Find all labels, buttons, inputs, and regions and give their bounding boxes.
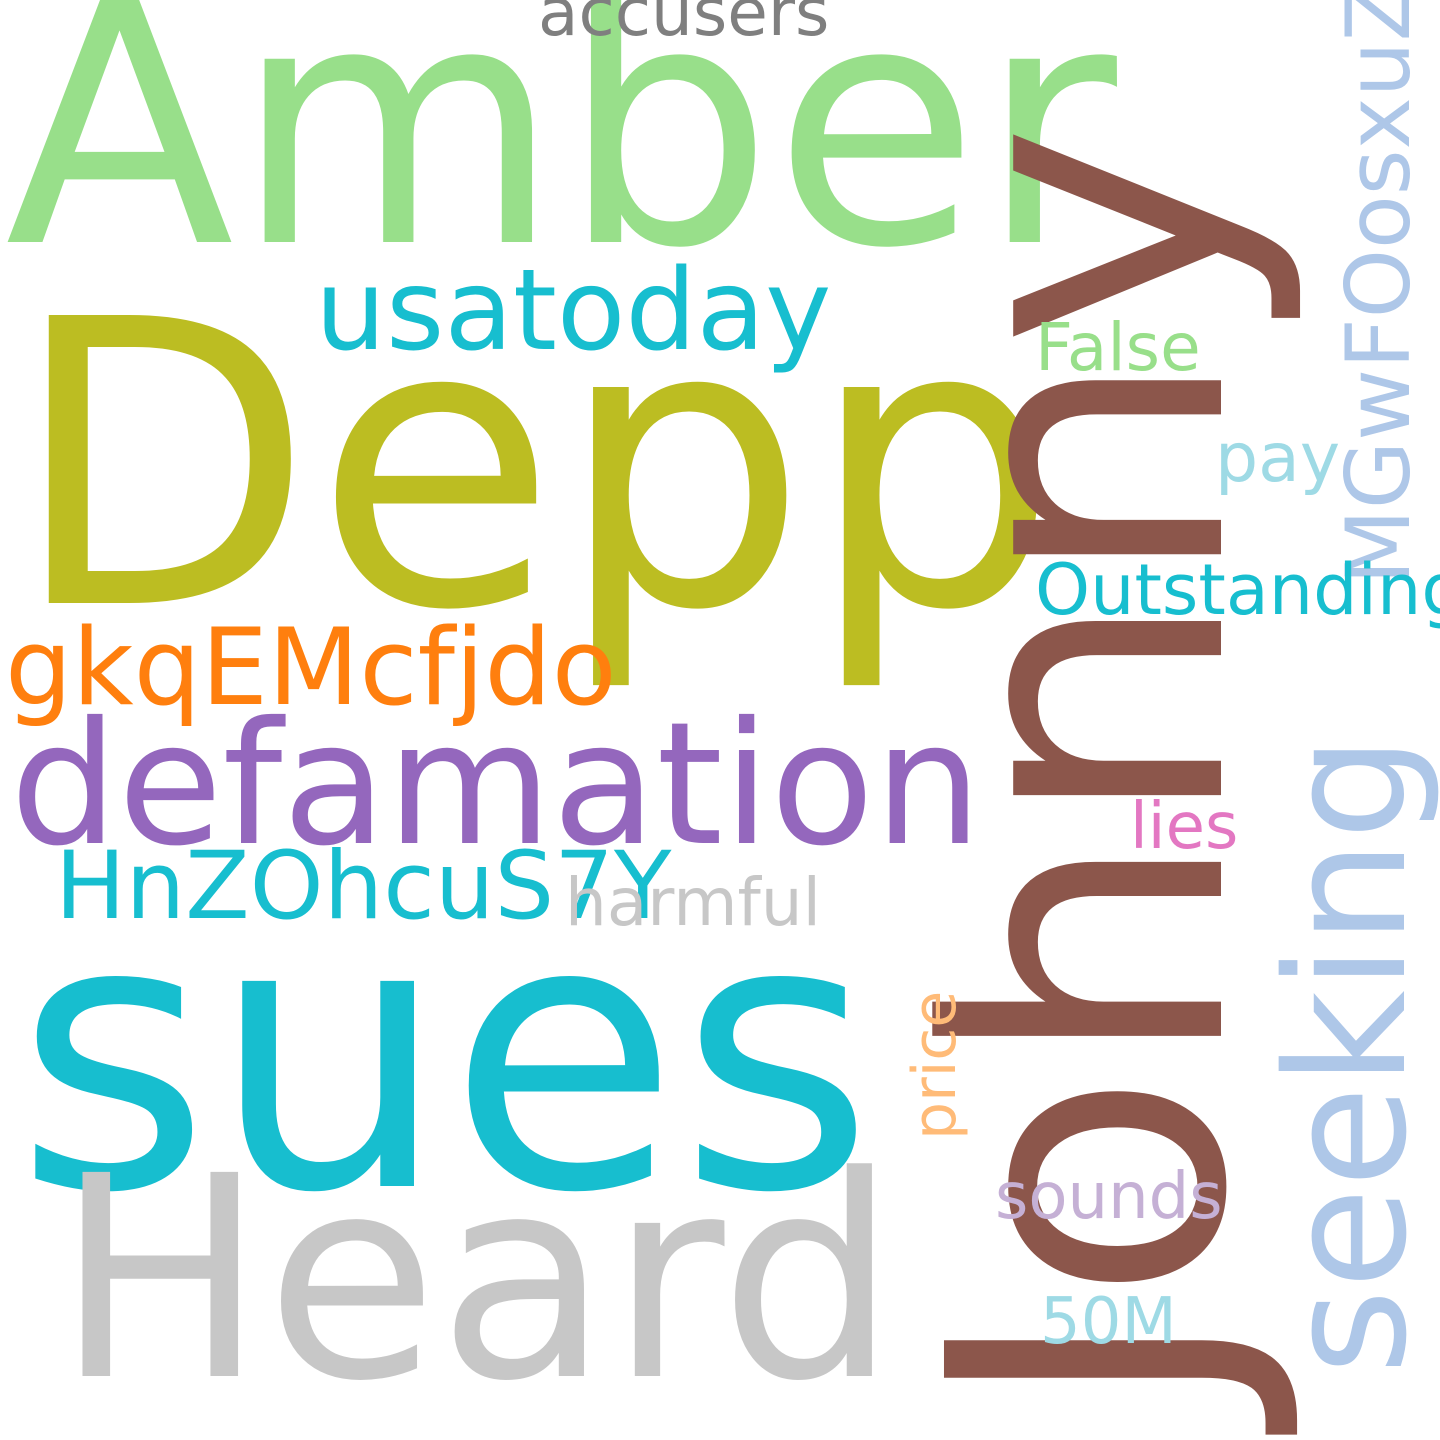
word-harmful: harmful: [565, 864, 821, 941]
word-defamation: defamation: [10, 686, 982, 884]
word-usatoday: usatoday: [315, 246, 832, 376]
word-depp: Depp: [10, 237, 1059, 697]
word-heard: Heard: [55, 1117, 898, 1440]
word-accusers: accusers: [538, 0, 830, 51]
word-pay: pay: [1215, 419, 1341, 498]
word-outstanding: Outstanding: [1035, 549, 1440, 631]
word-seeking: seeking: [1251, 735, 1440, 1375]
word-amber: Amber: [5, 0, 1117, 322]
word-50m: 50M: [1040, 1285, 1177, 1359]
word-price: price: [900, 990, 970, 1140]
word-sounds: sounds: [995, 1160, 1223, 1234]
word-gkqemcfjdo: gkqEMcfjdo: [5, 606, 617, 729]
word-false: False: [1035, 309, 1201, 386]
word-lies: lies: [1130, 790, 1239, 864]
word-mgwfoosxuz: MGwFOosxuZ: [1327, 0, 1430, 585]
word-sues: sues: [15, 839, 875, 1275]
word-hnzohcus7y: HnZOhcuS7Y: [55, 832, 672, 941]
